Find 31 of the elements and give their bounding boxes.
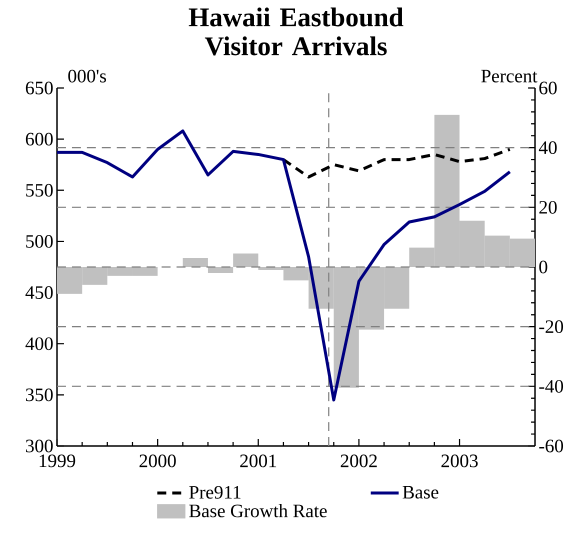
y-tick-label: 550 bbox=[26, 184, 53, 197]
legend-label: Pre911 bbox=[189, 486, 240, 499]
y2-tick-label: 40 bbox=[538, 141, 557, 154]
y-tick-label: 350 bbox=[26, 388, 53, 402]
y2-axis-title: Percent bbox=[481, 70, 538, 82]
y-tick-label: 400 bbox=[25, 337, 53, 350]
y-tick-label: 450 bbox=[25, 286, 53, 299]
y-tick-label: 600 bbox=[26, 132, 53, 146]
legend-label: Base bbox=[402, 486, 438, 499]
y2-tick-label: 60 bbox=[539, 82, 557, 94]
x-tick-label: 2003 bbox=[441, 454, 478, 468]
x-tick-label: 2000 bbox=[140, 454, 176, 468]
y2-tick-label: 20 bbox=[539, 200, 557, 214]
bar bbox=[208, 266, 234, 273]
y2-tick-label: -60 bbox=[539, 440, 564, 452]
y2-tick-label: -40 bbox=[539, 380, 564, 393]
line-series bbox=[282, 148, 512, 178]
legend-label: Base Growth Rate bbox=[189, 504, 327, 518]
x-tick-label: 2002 bbox=[340, 454, 377, 468]
x-tick-label: 2001 bbox=[240, 454, 276, 468]
chart-title: Hawaii Eastbound Visitor Arrivals bbox=[188, 8, 404, 56]
y-tick-label: 500 bbox=[26, 235, 53, 248]
y-axis-title: 000's bbox=[68, 70, 106, 82]
y2-tick-label: -20 bbox=[539, 320, 564, 334]
y-tick-label: 300 bbox=[26, 440, 53, 452]
bar bbox=[233, 254, 258, 267]
line-series bbox=[57, 129, 512, 402]
bar bbox=[182, 258, 208, 267]
y2-tick-label: 0 bbox=[539, 260, 548, 274]
y-tick-label: 650 bbox=[26, 82, 53, 94]
x-tick-label: 1999 bbox=[40, 454, 76, 468]
